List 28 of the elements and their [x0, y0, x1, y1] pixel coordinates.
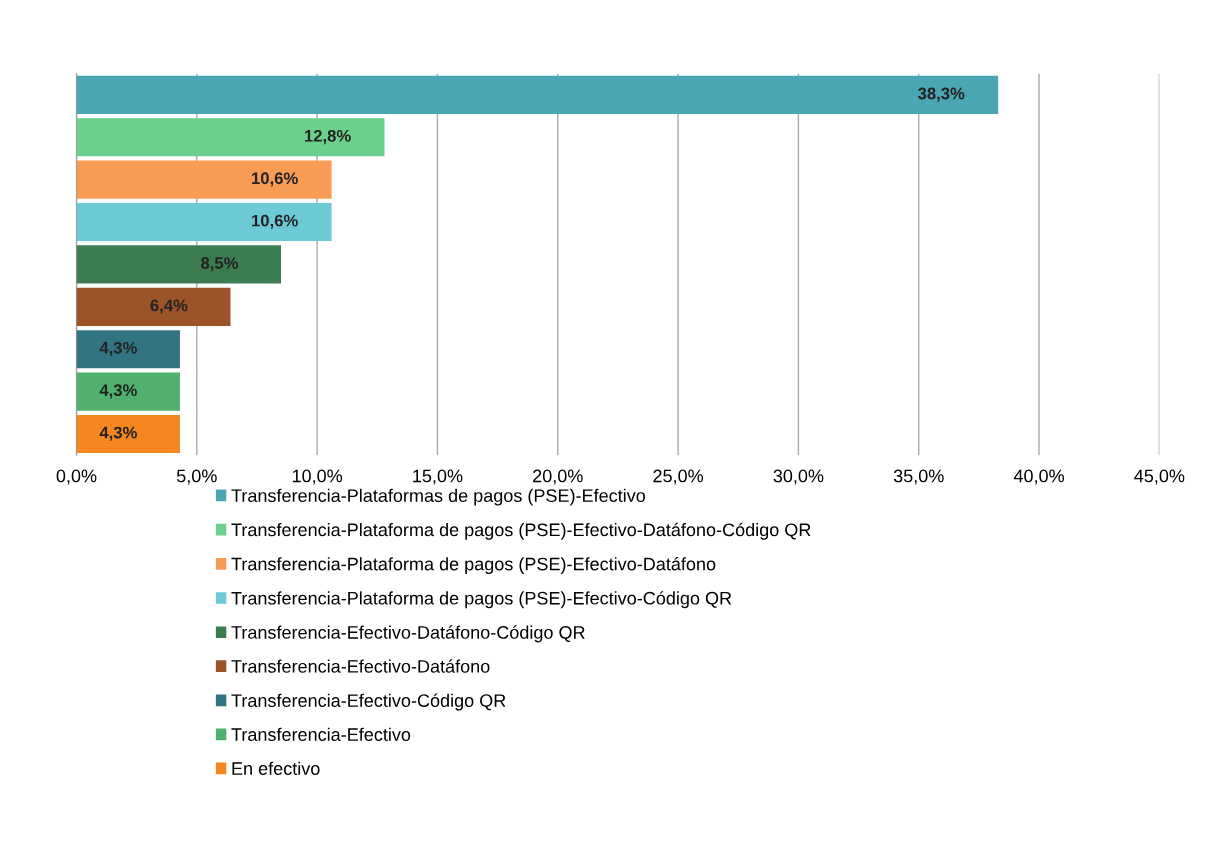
data-label: 38,3% — [917, 87, 965, 102]
legend-label: Transferencia-Plataforma de pagos (PSE)-Efectivo-Datáfono-Código QR — [231, 522, 811, 540]
x-tick-label: 10,0% — [292, 469, 343, 485]
x-tick-label: 30,0% — [773, 469, 824, 485]
x-tick-label: 45,0% — [1134, 469, 1185, 485]
data-label: 4,3% — [99, 384, 137, 399]
legend-label: Transferencia-Plataforma de pagos (PSE)-Efectivo-Datáfono — [231, 556, 716, 574]
x-tick-label: 40,0% — [1013, 469, 1065, 485]
x-tick-label: 20,0% — [533, 469, 583, 485]
data-label: 4,3% — [99, 341, 137, 357]
data-label: 10,6% — [252, 214, 298, 229]
x-tick-label: 0,0% — [56, 469, 97, 485]
data-label: 8,5% — [201, 257, 239, 272]
data-label: 10,6% — [252, 172, 298, 187]
x-tick-label: 35,0% — [893, 469, 944, 485]
legend-label: Transferencia-Efectivo — [231, 727, 411, 741]
legend-label: En efectivo — [232, 761, 320, 775]
legend-label: Transferencia-Efectivo-Datáfono-Código QR — [231, 625, 585, 643]
legend-label: Transferencia-Plataforma de pagos (PSE)-Efectivo-Código QR — [231, 591, 732, 609]
x-tick-label: 15,0% — [413, 469, 463, 485]
data-label: 6,4% — [150, 299, 188, 314]
data-label: 4,3% — [99, 426, 137, 441]
legend-label: Transferencia-Efectivo-Datáfono — [231, 659, 490, 673]
legend-label: Transferencia-Efectivo-Código QR — [231, 693, 506, 711]
x-tick-label: 25,0% — [653, 469, 704, 485]
x-tick-label: 5,0% — [176, 469, 217, 485]
data-label: 12,8% — [305, 129, 351, 145]
legend-label: Transferencia-Plataformas de pagos (PSE)-Efectivo — [231, 488, 646, 506]
